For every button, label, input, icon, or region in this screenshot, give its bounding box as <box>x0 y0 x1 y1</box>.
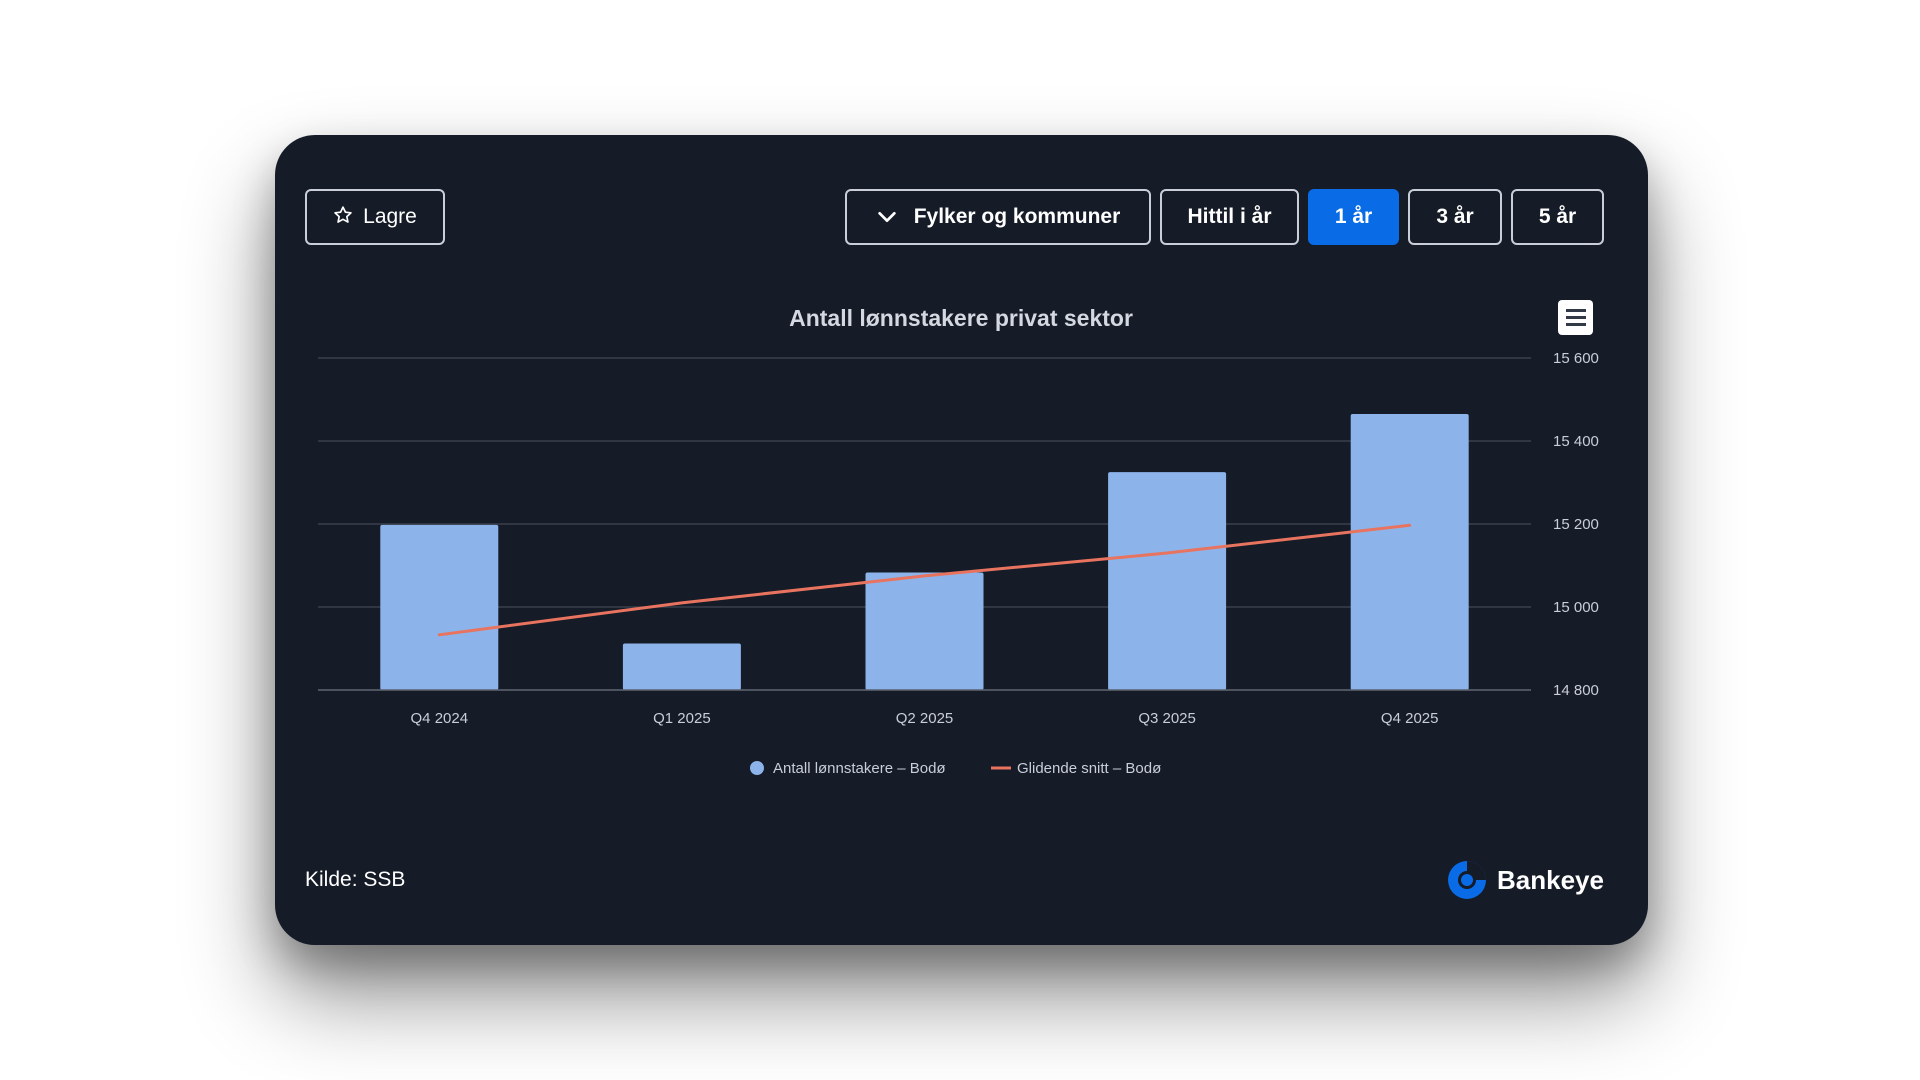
y-tick-label: 15 600 <box>1553 350 1599 367</box>
save-button-label: Lagre <box>363 205 417 228</box>
y-tick-label: 14 800 <box>1553 682 1599 699</box>
range-ytd-button[interactable]: Hittil i år <box>1160 189 1299 245</box>
x-tick-label: Q4 2024 <box>411 710 469 727</box>
x-tick-label: Q2 2025 <box>896 710 954 727</box>
chart-title: Antall lønnstakere privat sektor <box>789 305 1133 331</box>
region-dropdown-button[interactable]: Fylker og kommuner <box>845 189 1151 245</box>
x-tick-label: Q3 2025 <box>1138 710 1196 727</box>
save-button[interactable]: Lagre <box>305 189 445 245</box>
range-5y-button[interactable]: 5 år <box>1511 189 1604 245</box>
x-tick-label: Q1 2025 <box>653 710 711 727</box>
y-tick-label: 15 400 <box>1553 433 1599 450</box>
hamburger-menu-icon <box>1565 309 1586 312</box>
bar <box>622 643 741 690</box>
brand-name: Bankeye <box>1497 864 1604 895</box>
bar <box>865 572 984 690</box>
chart-card: Lagre Fylker og kommuner Hittil i år 1 å… <box>275 135 1648 945</box>
region-button-label: Fylker og kommuner <box>913 205 1121 228</box>
x-tick-label: Q4 2025 <box>1381 710 1439 727</box>
bar <box>1108 472 1227 690</box>
star-icon <box>333 205 353 229</box>
source-label: Kilde: SSB <box>305 868 406 891</box>
legend-label-bars: Antall lønnstakere – Bodø <box>773 760 946 777</box>
legend-marker-bars <box>750 761 764 775</box>
legend-label-line: Glidende snitt – Bodø <box>1017 760 1161 777</box>
y-tick-label: 15 000 <box>1553 599 1599 616</box>
moving-average-line <box>437 523 1412 637</box>
bankeye-logo-icon <box>1447 860 1487 900</box>
bar <box>1350 414 1469 690</box>
chart-menu-button[interactable] <box>1558 300 1593 335</box>
y-tick-label: 15 200 <box>1553 516 1599 533</box>
bar <box>380 524 499 690</box>
chevron-down-icon <box>876 206 898 228</box>
range-3y-button[interactable]: 3 år <box>1408 189 1502 245</box>
chart-svg: Antall lønnstakere privat sektor 15 600 15… <box>318 305 1599 777</box>
range-1y-button[interactable]: 1 år <box>1308 189 1399 245</box>
brand: Bankeye <box>1447 860 1604 900</box>
